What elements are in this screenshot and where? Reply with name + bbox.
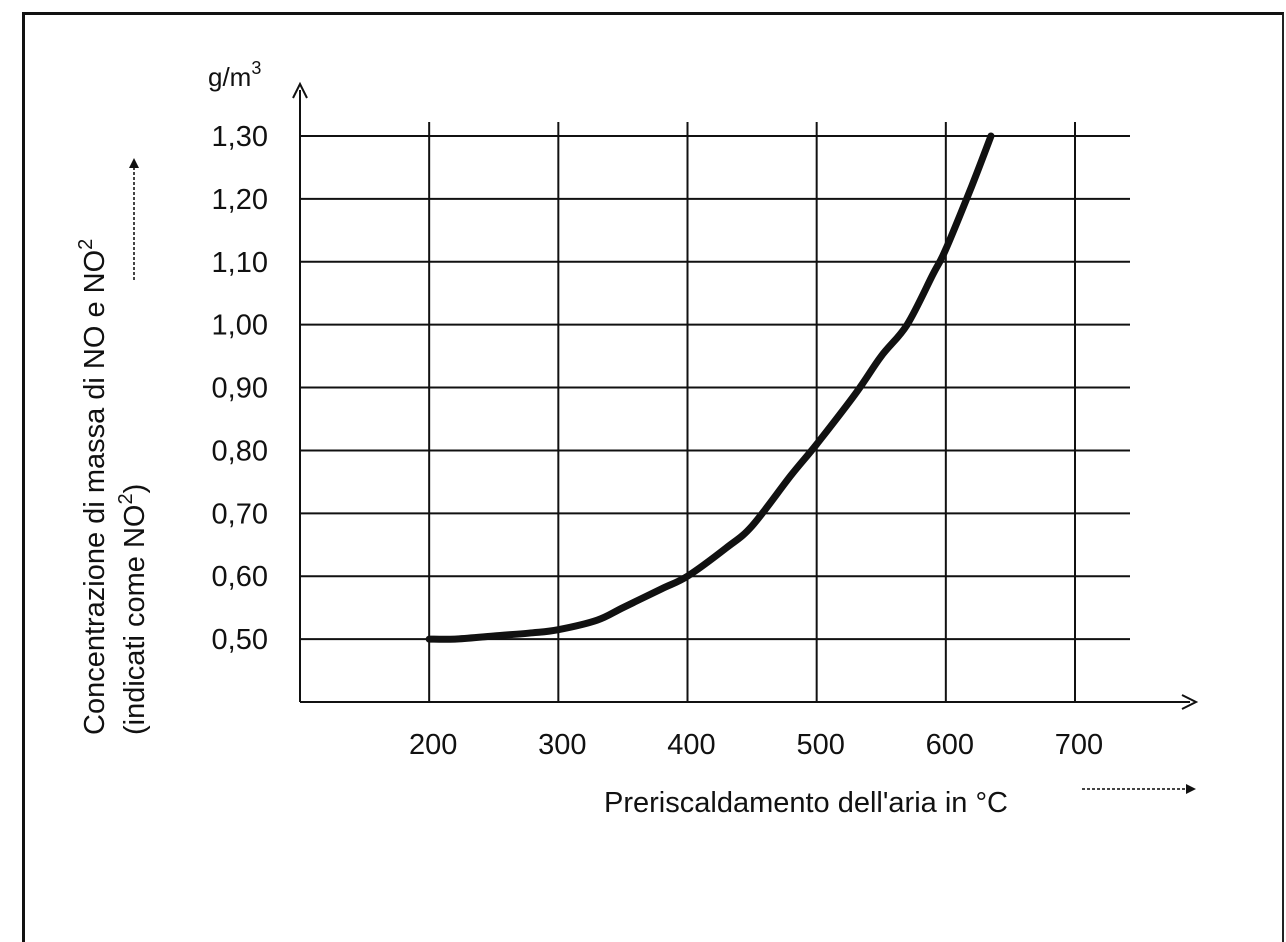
y-unit-label: g/m3: [208, 58, 261, 92]
y-tick-label-2: 0,70: [212, 498, 268, 530]
x-tick-label-2: 400: [667, 729, 715, 761]
y-tick-label-8: 1,30: [212, 121, 268, 153]
x-axis-title-arrow: [1082, 784, 1196, 794]
x-tick-label-0: 200: [409, 729, 457, 761]
y-axis-title-line2: (indicati come NO2): [115, 484, 151, 735]
x-tick-label-5: 700: [1055, 729, 1103, 761]
x-tick-label-3: 500: [796, 729, 844, 761]
y-axis-title: Concentrazione di massa di NO e NO2 (ind…: [75, 239, 151, 735]
y-tick-label-1: 0,60: [212, 561, 268, 593]
y-axis-arrowhead: [292, 81, 308, 99]
x-tick-label-4: 600: [926, 729, 974, 761]
y-axis-title-arrow: [129, 158, 139, 280]
chart-figure: 0,50 0,60 0,70 0,80 0,90 1,00 1,10 1,20 1,30 200…: [22, 12, 1284, 942]
y-tick-label-0: 0,50: [212, 624, 268, 656]
x-tick-label-1: 300: [538, 729, 586, 761]
y-tick-label-3: 0,80: [212, 435, 268, 467]
x-tick-labels: 200 300 400 500 600 700: [409, 729, 1103, 761]
y-axis-title-line1: Concentrazione di massa di NO e NO2: [75, 239, 111, 735]
y-tick-label-5: 1,00: [212, 310, 268, 342]
y-tick-label-4: 0,90: [212, 373, 268, 405]
grid-lines: [300, 122, 1130, 702]
axes: [292, 81, 1199, 710]
x-axis-arrowhead: [1181, 694, 1199, 710]
y-tick-label-7: 1,20: [212, 184, 268, 216]
chart-svg: 0,50 0,60 0,70 0,80 0,90 1,00 1,10 1,20 1,30 200…: [75, 58, 1199, 819]
y-tick-labels: 0,50 0,60 0,70 0,80 0,90 1,00 1,10 1,20 1,30: [212, 121, 268, 656]
y-tick-label-6: 1,10: [212, 247, 268, 279]
figure-frame: [22, 12, 1284, 942]
x-axis-title: Preriscaldamento dell'aria in °C: [604, 787, 1008, 819]
series-line-0: [425, 132, 995, 643]
data-series: [425, 132, 995, 643]
